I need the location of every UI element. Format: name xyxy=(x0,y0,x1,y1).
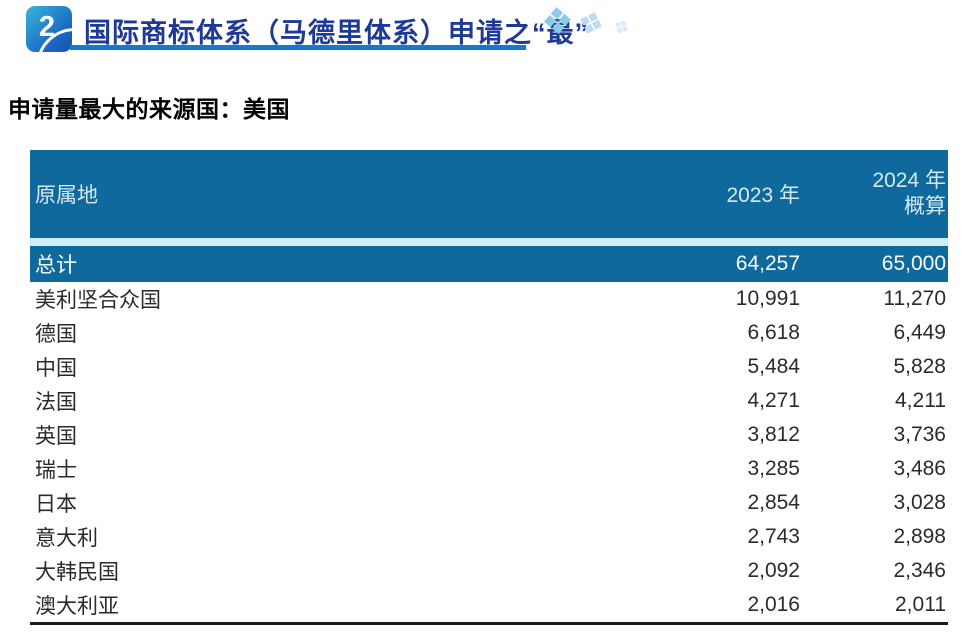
table-row: 德国 6,618 6,449 xyxy=(30,316,948,350)
row-2023-value: 2,743 xyxy=(747,525,800,548)
gem-icon: ❖ xyxy=(607,13,635,43)
table-row: 英国 3,812 3,736 xyxy=(30,418,948,452)
row-2023-value: 2,092 xyxy=(747,559,800,582)
row-origin-label: 德国 xyxy=(35,322,77,346)
table-body: 美利坚合众国 10,991 11,270 德国 6,618 6,449 中国 5… xyxy=(30,282,948,622)
page-subtitle: 申请量最大的来源国：美国 xyxy=(8,96,290,122)
row-2023-value: 10,991 xyxy=(735,287,800,310)
row-origin-label: 法国 xyxy=(35,390,77,414)
row-2024-value: 3,736 xyxy=(893,423,946,446)
row-origin-label: 英国 xyxy=(35,424,77,448)
total-row: 总计 64,257 65,000 xyxy=(30,246,948,282)
row-2023-value: 4,271 xyxy=(747,389,800,412)
title-underline xyxy=(70,45,526,50)
section-number-badge: 2 xyxy=(26,6,72,52)
row-2023-value: 2,854 xyxy=(747,491,800,514)
row-2023-value: 6,618 xyxy=(747,321,800,344)
row-2024-value: 2,346 xyxy=(893,559,946,582)
row-origin-label: 美利坚合众国 xyxy=(35,288,161,312)
row-2023-value: 5,484 xyxy=(747,355,800,378)
gem-icon: ❖ xyxy=(572,2,610,45)
row-origin-label: 大韩民国 xyxy=(35,560,119,584)
table-row: 日本 2,854 3,028 xyxy=(30,486,948,520)
column-header-2024: 2024 年 概算 xyxy=(800,168,948,221)
table-row: 中国 5,484 5,828 xyxy=(30,350,948,384)
table-bottom-border xyxy=(30,622,948,625)
table-row: 瑞士 3,285 3,486 xyxy=(30,452,948,486)
column-header-origin: 原属地 xyxy=(35,183,98,207)
row-2024-value: 2,898 xyxy=(893,525,946,548)
table-row: 澳大利亚 2,016 2,011 xyxy=(30,588,948,622)
column-header-2024-line1: 2024 年 xyxy=(872,168,946,192)
row-origin-label: 澳大利亚 xyxy=(35,594,119,618)
table-row: 意大利 2,743 2,898 xyxy=(30,520,948,554)
gem-icon: ❖ xyxy=(539,0,576,44)
column-header-2023: 2023 年 xyxy=(726,184,800,207)
header-separator xyxy=(30,238,948,246)
row-origin-label: 日本 xyxy=(35,492,77,516)
table-row: 大韩民国 2,092 2,346 xyxy=(30,554,948,588)
section-number: 2 xyxy=(38,11,56,43)
table-header: 原属地 2023 年 2024 年 概算 xyxy=(30,150,948,238)
row-2023-value: 3,285 xyxy=(747,457,800,480)
total-row-label: 总计 xyxy=(35,253,77,277)
total-row-2023-value: 64,257 xyxy=(735,252,800,275)
table-row: 法国 4,271 4,211 xyxy=(30,384,948,418)
row-2023-value: 3,812 xyxy=(747,423,800,446)
row-2023-value: 2,016 xyxy=(747,593,800,616)
row-2024-value: 4,211 xyxy=(895,389,946,412)
row-origin-label: 中国 xyxy=(35,356,77,380)
row-2024-value: 3,028 xyxy=(893,491,946,514)
row-2024-value: 6,449 xyxy=(893,321,946,344)
row-origin-label: 瑞士 xyxy=(35,458,77,482)
row-2024-value: 2,011 xyxy=(895,593,946,616)
section-title: 国际商标体系（马德里体系）申请之“最” xyxy=(84,18,589,48)
table-row: 美利坚合众国 10,991 11,270 xyxy=(30,282,948,316)
row-2024-value: 11,270 xyxy=(883,287,946,310)
origin-country-table: 原属地 2023 年 2024 年 概算 总计 64,257 65,000 美利… xyxy=(30,150,948,625)
total-row-2024-value: 65,000 xyxy=(881,252,946,275)
column-header-2024-line2: 概算 xyxy=(904,195,946,218)
row-2024-value: 5,828 xyxy=(893,355,946,378)
row-2024-value: 3,486 xyxy=(893,457,946,480)
row-origin-label: 意大利 xyxy=(35,526,98,550)
decorative-gems: ❖ ❖ ❖ xyxy=(539,0,634,45)
